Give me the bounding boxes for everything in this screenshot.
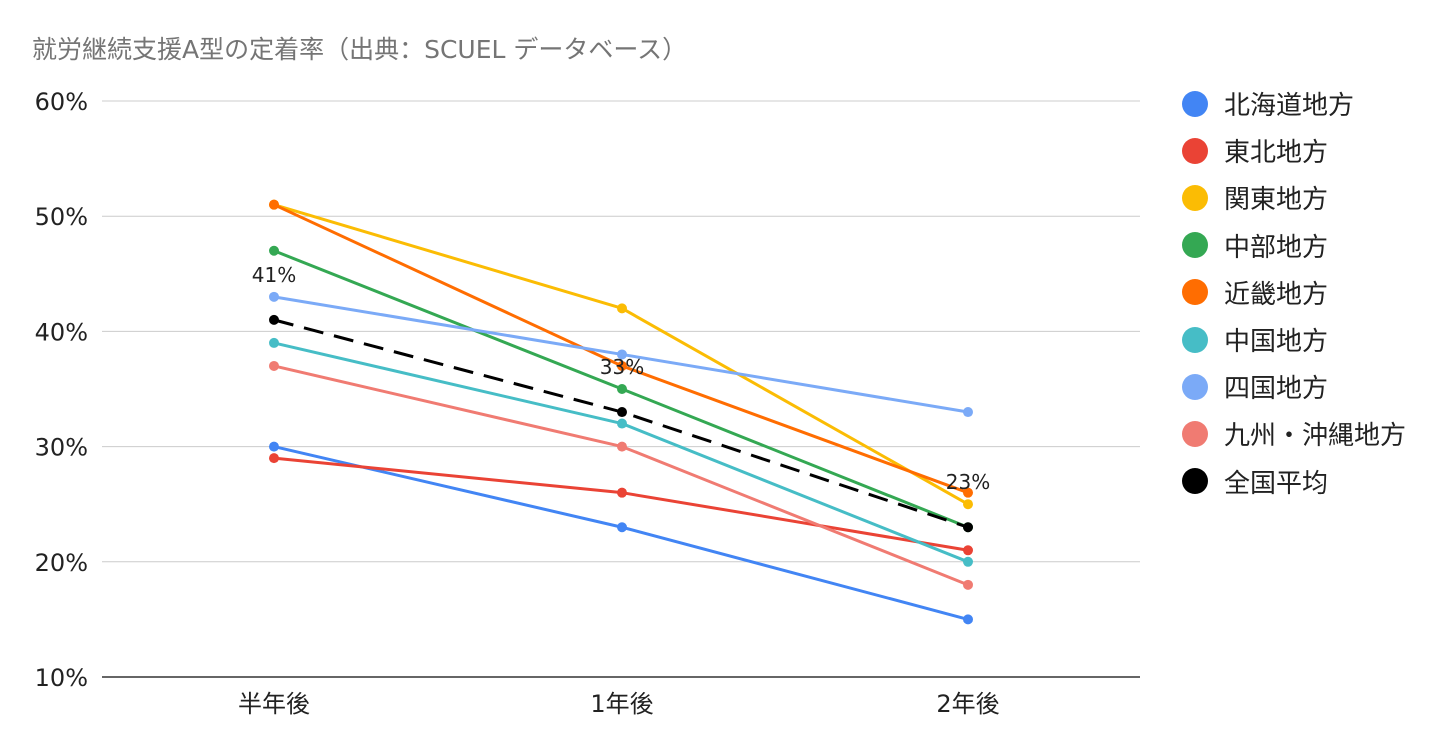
legend-label: 関東地方: [1224, 185, 1329, 216]
data-point[interactable]: [617, 441, 627, 452]
legend-label: 全国平均: [1224, 468, 1329, 499]
x-axis-tick-labels: 半年後 1年後 2年後: [238, 690, 1000, 718]
series-7: [269, 360, 973, 590]
legend-item[interactable]: 近畿地方: [1182, 269, 1406, 316]
legend-swatch: [1182, 279, 1208, 306]
data-point[interactable]: [963, 499, 973, 510]
data-point[interactable]: [617, 360, 627, 371]
y-tick-label: 40%: [35, 318, 88, 346]
legend-swatch: [1182, 468, 1208, 495]
series-line: [273, 364, 969, 587]
data-point[interactable]: [617, 349, 627, 360]
legend-label: 九州・沖縄地方: [1224, 421, 1407, 452]
legend-label: 北海道地方: [1224, 91, 1355, 122]
data-label: 33%: [600, 355, 644, 379]
series-0: [269, 441, 973, 625]
y-tick-label: 20%: [35, 549, 88, 577]
data-point[interactable]: [269, 453, 279, 464]
data-point[interactable]: [617, 487, 627, 498]
y-axis-tick-labels: 10% 20% 30% 40% 50% 60%: [35, 88, 88, 692]
legend-item[interactable]: 九州・沖縄地方: [1182, 410, 1406, 457]
data-point[interactable]: [617, 384, 627, 394]
data-point[interactable]: [269, 360, 279, 371]
data-point[interactable]: [617, 418, 627, 429]
legend-label: 四国地方: [1224, 374, 1329, 405]
data-point[interactable]: [269, 337, 279, 348]
legend-item[interactable]: 四国地方: [1182, 363, 1406, 410]
data-point[interactable]: [963, 556, 973, 567]
legend-label: 中国地方: [1224, 327, 1329, 358]
x-tick-label: 1年後: [590, 690, 653, 718]
legend: 北海道地方東北地方関東地方中部地方近畿地方中国地方四国地方九州・沖縄地方 全国平均: [1182, 80, 1406, 505]
data-label: 41%: [252, 263, 296, 287]
series-1: [269, 453, 973, 556]
chart-title: 就労継続支援A型の定着率（出典：SCUEL データベース）: [32, 35, 688, 64]
series-6: [269, 291, 973, 418]
data-point[interactable]: [617, 407, 627, 418]
data-point[interactable]: [269, 245, 279, 256]
legend-item[interactable]: 東北地方: [1182, 127, 1406, 174]
y-tick-label: 30%: [35, 434, 88, 462]
data-point[interactable]: [963, 487, 973, 498]
series-lines: [269, 199, 973, 625]
legend-label: 近畿地方: [1224, 279, 1329, 310]
data-point[interactable]: [269, 199, 279, 210]
legend-swatch: [1182, 137, 1208, 164]
legend-item[interactable]: 全国平均: [1182, 458, 1406, 505]
legend-swatch: [1182, 326, 1208, 353]
legend-item[interactable]: 中部地方: [1182, 222, 1406, 269]
legend-label: 東北地方: [1224, 138, 1329, 169]
legend-swatch: [1182, 90, 1208, 117]
data-point[interactable]: [617, 303, 627, 314]
legend-swatch: [1182, 373, 1208, 400]
x-tick-label: 2年後: [936, 690, 999, 718]
data-point[interactable]: [269, 291, 279, 302]
y-tick-label: 10%: [35, 664, 88, 692]
legend-item[interactable]: 中国地方: [1182, 316, 1406, 363]
data-point[interactable]: [963, 614, 973, 625]
data-point[interactable]: [269, 441, 279, 452]
legend-label: 中部地方: [1224, 232, 1329, 263]
data-point[interactable]: [963, 545, 973, 556]
legend-swatch: [1182, 232, 1208, 259]
y-tick-label: 50%: [35, 203, 88, 231]
legend-swatch: [1182, 420, 1208, 447]
data-label: 23%: [946, 470, 990, 494]
series-5: [269, 337, 973, 567]
data-labels: 41% 33% 23%: [252, 263, 990, 494]
y-tick-label: 60%: [35, 88, 88, 116]
series-8: [269, 314, 973, 533]
x-tick-label: 半年後: [238, 690, 310, 718]
data-point[interactable]: [963, 522, 973, 533]
series-4: [269, 199, 973, 498]
legend-swatch: [1182, 184, 1208, 211]
data-point[interactable]: [963, 579, 973, 590]
data-point[interactable]: [617, 522, 627, 533]
data-point[interactable]: [963, 407, 973, 418]
legend-item[interactable]: 関東地方: [1182, 174, 1406, 221]
legend-item[interactable]: 北海道地方: [1182, 80, 1406, 127]
data-point[interactable]: [269, 314, 279, 325]
